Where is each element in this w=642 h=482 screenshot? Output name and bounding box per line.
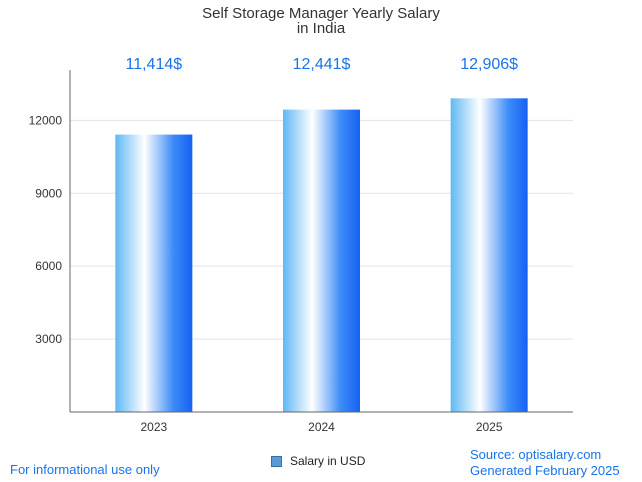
value-label-2023: 11,414$ [126,56,183,73]
source-link[interactable]: Source: optisalary.com [470,447,602,462]
value-label-2024: 12,441$ [293,56,351,73]
legend: Salary in USD [271,454,365,468]
axes [69,70,573,413]
value-label-2025: 12,906$ [460,56,518,73]
y-tick-label: 9000 [35,186,62,200]
bar-2024 [283,109,360,412]
y-tick-label: 3000 [35,332,62,346]
y-tick-label: 12000 [29,113,63,127]
chart-subtitle: in India [297,20,346,37]
legend-swatch [271,455,282,467]
legend-label: Salary in USD [290,454,366,468]
labels: 3000 6000 9000 12000 11,414$ 2023 12,441$ 2024 1… [29,56,519,434]
bar-2023 [115,134,193,412]
source-block: Source: optisalary.com Generated Februar… [470,447,620,479]
bars [115,98,528,412]
bar-2025 [450,98,528,412]
generated-date: Generated February 2025 [470,463,620,478]
x-tick-label: 2025 [476,420,503,434]
chart-title: Self Storage Manager Yearly Salary [202,5,440,22]
y-tick-label: 6000 [35,259,62,273]
disclaimer-text: For informational use only [10,462,160,477]
x-tick-label: 2024 [308,420,335,434]
x-tick-label: 2023 [140,420,167,434]
